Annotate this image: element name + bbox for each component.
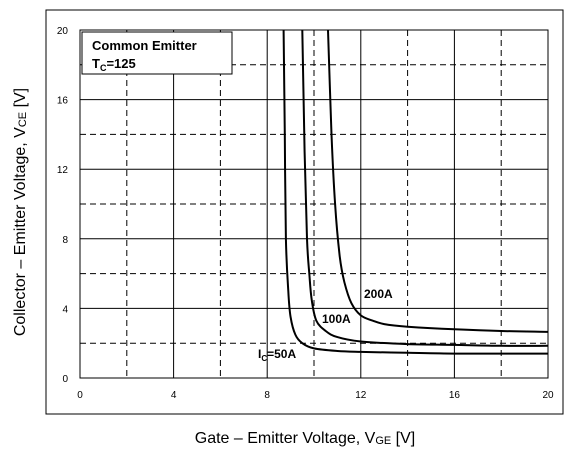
- x-axis-label-sub: GE: [375, 435, 391, 447]
- legend-box: Common Emitter TC=125: [81, 31, 233, 75]
- y-axis-label: Collector – Emitter Voltage, VCE [V]: [12, 88, 29, 336]
- legend-background: [81, 31, 233, 75]
- series-label-50a-sub: C: [261, 354, 267, 363]
- y-tick-label: 8: [62, 235, 68, 246]
- series-line-0: [282, 29, 548, 355]
- legend-line-2: TC=125: [92, 56, 136, 73]
- x-tick-label: 12: [355, 390, 367, 401]
- legend-line-1: Common Emitter: [92, 38, 197, 53]
- y-tick-label: 12: [57, 165, 69, 176]
- x-tick-label: 16: [449, 390, 461, 401]
- y-tick-label: 20: [57, 26, 69, 37]
- legend-line-2-main: T: [92, 56, 100, 71]
- legend-line-2-rest: =125: [106, 56, 135, 71]
- series-label-50a: IC=50A: [258, 347, 296, 363]
- x-tick-label: 4: [171, 390, 177, 401]
- x-axis-label: Gate – Emitter Voltage, VGE [V]: [195, 430, 415, 447]
- x-tick-label: 8: [264, 390, 270, 401]
- curves: [282, 29, 549, 355]
- plot-border: [79, 29, 549, 379]
- y-axis-label-sub: CE: [17, 112, 29, 127]
- y-tick-label: 4: [62, 304, 68, 315]
- y-tick-label: 16: [57, 96, 69, 107]
- outer-frame: [45, 9, 564, 415]
- y-tick-label: 0: [62, 374, 68, 385]
- x-tick-label: 20: [542, 390, 554, 401]
- legend-line-2-sub: C: [100, 63, 107, 73]
- grid: [80, 30, 548, 378]
- series-line-2: [327, 29, 549, 333]
- y-axis-label-main: Collector – Emitter Voltage, V: [12, 127, 29, 336]
- series-label-200a: 200A: [364, 287, 393, 301]
- series-label-50a-rest: =50A: [267, 347, 296, 361]
- x-axis-label-rest: [V]: [391, 430, 415, 447]
- x-tick-label: 0: [77, 390, 83, 401]
- y-axis-label-rest: [V]: [12, 88, 29, 112]
- series-label-50a-main: I: [258, 347, 261, 361]
- x-axis-label-main: Gate – Emitter Voltage, V: [195, 430, 376, 447]
- series-label-100a: 100A: [322, 312, 351, 326]
- series-line-1: [301, 29, 549, 347]
- tick-labels: 0 4 8 12 16 20 0 4 8 12 16 20: [57, 26, 554, 401]
